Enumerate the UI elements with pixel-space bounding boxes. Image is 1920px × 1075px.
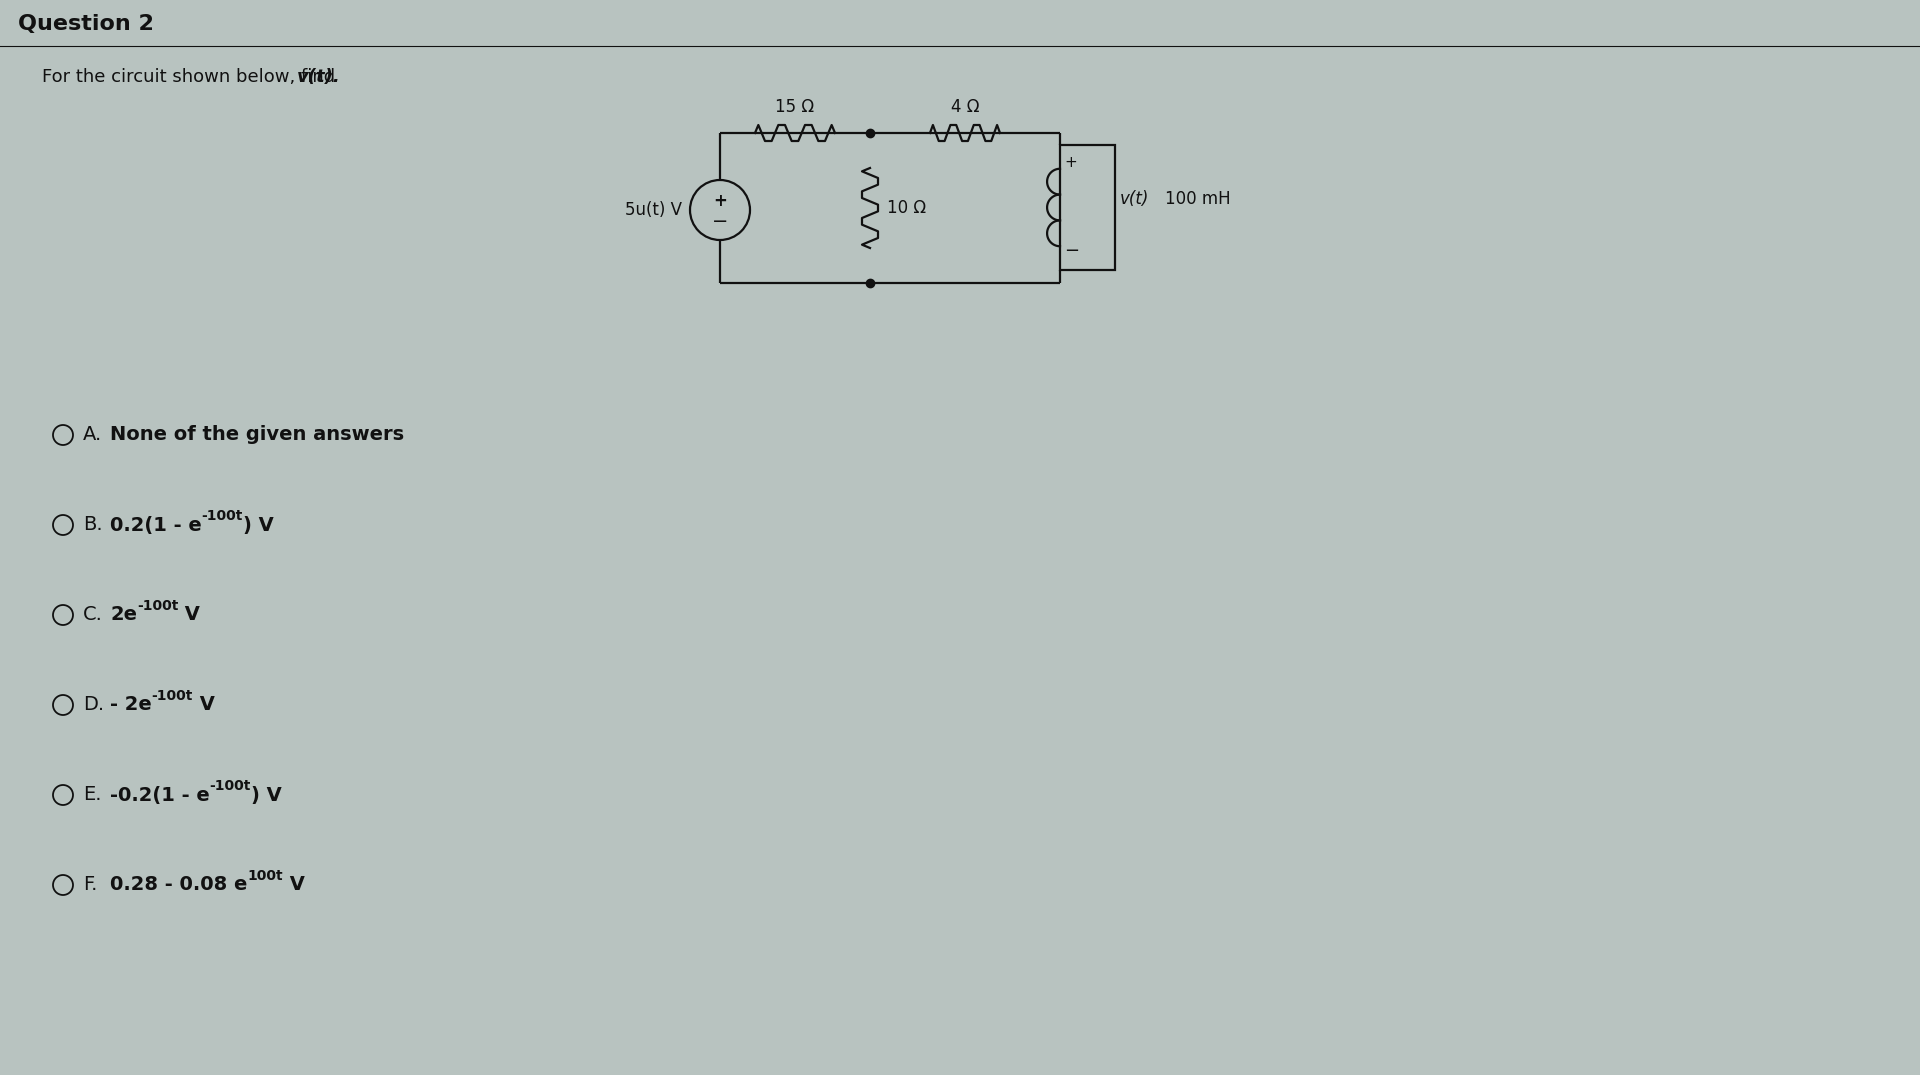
Text: V: V xyxy=(282,875,305,894)
Text: v(t): v(t) xyxy=(1119,190,1150,209)
Text: F.: F. xyxy=(83,875,98,894)
Text: Question 2: Question 2 xyxy=(17,14,154,34)
Text: 5u(t) V: 5u(t) V xyxy=(626,201,682,219)
Text: +: + xyxy=(1064,155,1077,170)
Text: 2e: 2e xyxy=(109,605,136,625)
Text: -100t: -100t xyxy=(136,599,179,613)
Text: 4 Ω: 4 Ω xyxy=(950,98,979,116)
Text: A.: A. xyxy=(83,426,102,444)
Text: For the circuit shown below, find: For the circuit shown below, find xyxy=(42,68,342,86)
Text: -100t: -100t xyxy=(202,508,244,524)
Text: ) V: ) V xyxy=(252,786,282,804)
Text: 100 mH: 100 mH xyxy=(1165,190,1231,209)
Text: -100t: -100t xyxy=(152,689,194,703)
Text: 10 Ω: 10 Ω xyxy=(887,199,925,217)
Text: V: V xyxy=(194,696,215,715)
Text: ) V: ) V xyxy=(244,516,275,534)
Text: E.: E. xyxy=(83,786,102,804)
Text: −: − xyxy=(712,212,728,230)
Text: B.: B. xyxy=(83,516,102,534)
Text: D.: D. xyxy=(83,696,104,715)
Text: 0.28 - 0.08 e: 0.28 - 0.08 e xyxy=(109,875,248,894)
Bar xyxy=(1060,145,1116,270)
Text: None of the given answers: None of the given answers xyxy=(109,426,403,444)
Text: V: V xyxy=(179,605,200,625)
Text: - 2e: - 2e xyxy=(109,696,152,715)
Text: -0.2(1 - e: -0.2(1 - e xyxy=(109,786,209,804)
Text: 0.2(1 - e: 0.2(1 - e xyxy=(109,516,202,534)
Text: +: + xyxy=(712,192,728,210)
Text: 100t: 100t xyxy=(248,869,282,883)
Text: C.: C. xyxy=(83,605,104,625)
Text: 15 Ω: 15 Ω xyxy=(776,98,814,116)
Text: -100t: -100t xyxy=(209,779,252,793)
Text: −: − xyxy=(1064,242,1079,260)
Text: v(t).: v(t). xyxy=(298,68,340,86)
